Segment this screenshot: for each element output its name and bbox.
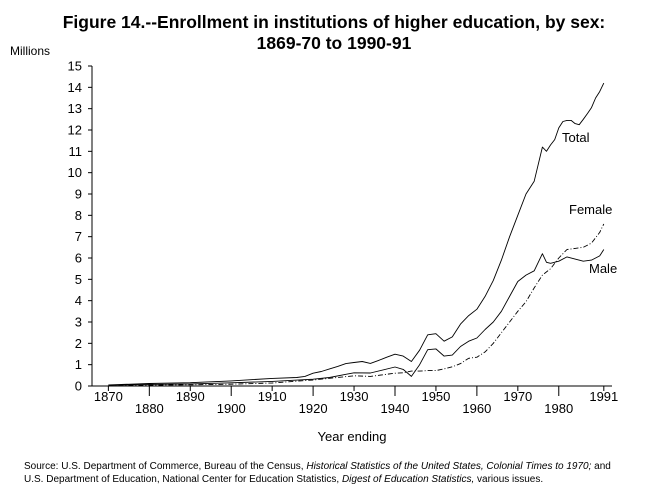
x-tick-label-1930: 1930	[340, 389, 369, 404]
y-tick-label-5: 5	[75, 272, 82, 287]
x-tick-label-1910: 1910	[258, 389, 287, 404]
x-tick-label-1950: 1950	[421, 389, 450, 404]
x-tick-label-1880: 1880	[135, 401, 164, 416]
x-tick-label-1870: 1870	[94, 389, 123, 404]
series-label-total: Total	[562, 130, 590, 145]
series-line-male	[108, 249, 605, 386]
chart-title-line-1: Figure 14.--Enrollment in institutions o…	[62, 12, 606, 32]
y-tick-label-11: 11	[69, 144, 83, 159]
series-lines	[108, 82, 605, 387]
source-note: Source: U.S. Department of Commerce, Bur…	[24, 460, 654, 486]
y-tick-label-10: 10	[68, 165, 82, 180]
chart-title-line-2: 1869-70 to 1990-91	[256, 33, 412, 53]
source-line-1: Source: U.S. Department of Commerce, Bur…	[24, 461, 611, 472]
y-tick-label-12: 12	[68, 123, 82, 138]
chart-title: Figure 14.--Enrollment in institutions o…	[0, 12, 668, 54]
series-labels: Total Female Male	[562, 130, 617, 276]
y-tick-label-8: 8	[75, 208, 82, 223]
y-tick-label-2: 2	[75, 336, 82, 351]
y-tick-label-15: 15	[68, 59, 82, 74]
y-tick-label-7: 7	[75, 229, 82, 244]
series-line-female	[108, 223, 605, 387]
y-tick-label-3: 3	[75, 315, 82, 330]
x-tick-label-1920: 1920	[299, 401, 328, 416]
x-tick-label-1940: 1940	[381, 401, 410, 416]
x-axis-label: Year ending	[318, 429, 387, 444]
axes: 0123456789101112131415187018801890190019…	[68, 59, 619, 417]
x-tick-label-1980: 1980	[544, 401, 573, 416]
series-label-female: Female	[569, 202, 612, 217]
x-tick-label-1960: 1960	[462, 401, 491, 416]
x-tick-label-1991: 1991	[589, 389, 618, 404]
series-line-total	[108, 82, 605, 386]
y-tick-label-0: 0	[75, 379, 82, 394]
x-tick-label-1900: 1900	[217, 401, 246, 416]
x-tick-label-1890: 1890	[176, 389, 205, 404]
x-tick-label-1970: 1970	[503, 389, 532, 404]
series-label-male: Male	[589, 261, 617, 276]
y-tick-label-6: 6	[75, 251, 82, 266]
y-tick-label-9: 9	[75, 187, 82, 202]
y-tick-label-13: 13	[68, 101, 82, 116]
y-tick-label-4: 4	[75, 293, 82, 308]
y-axis-label: Millions	[10, 44, 50, 58]
y-tick-label-1: 1	[75, 357, 82, 372]
y-tick-label-14: 14	[68, 80, 82, 95]
source-line-2: U.S. Department of Education, National C…	[24, 474, 544, 485]
